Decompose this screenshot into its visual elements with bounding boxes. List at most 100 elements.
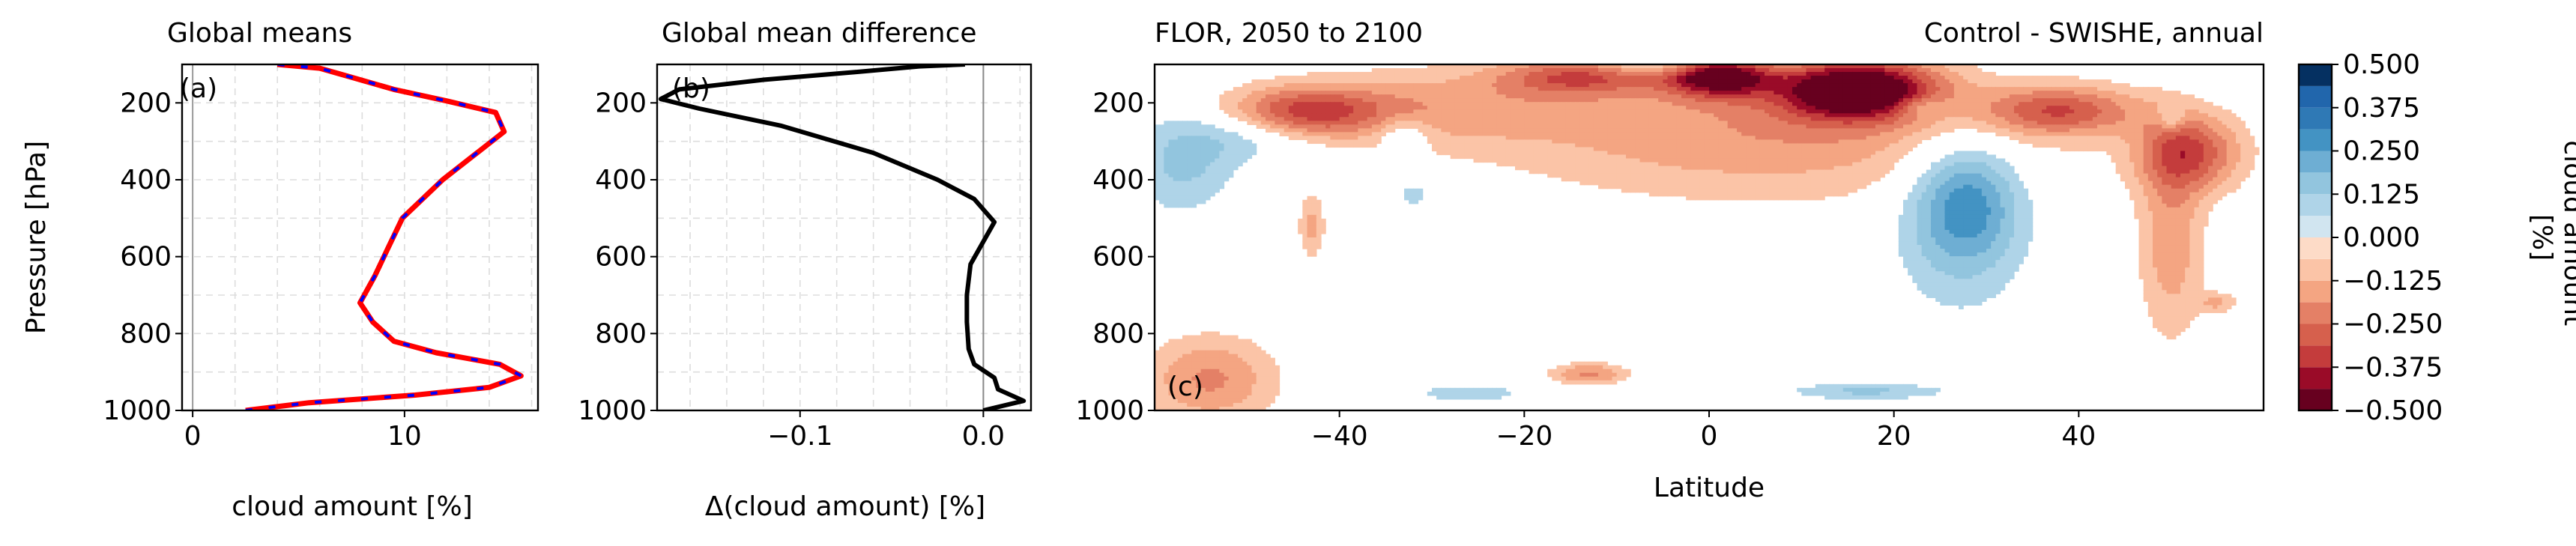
contour-cell: [1343, 109, 1349, 114]
contour-cell: [1565, 109, 1571, 114]
contour-cell: [1714, 87, 1719, 91]
contour-cell: [2240, 124, 2246, 129]
contour-cell: [1644, 76, 1650, 80]
contour-cell: [2069, 102, 2075, 106]
contour-cell: [1986, 91, 1992, 95]
contour-cell: [1926, 64, 1932, 69]
contour-cell: [1603, 143, 1608, 148]
contour-cell: [1367, 121, 1373, 125]
contour-cell: [1727, 79, 1733, 84]
contour-cell: [1469, 121, 1475, 125]
contour-cell: [1159, 147, 1164, 152]
contour-cell: [2231, 154, 2237, 160]
contour-cell: [2175, 94, 2181, 99]
contour-cell: [1833, 76, 1839, 80]
contour-cell: [1829, 79, 1835, 84]
contour-cell: [1635, 143, 1641, 148]
contour-cell: [1224, 151, 1230, 156]
contour-cell: [2014, 87, 2019, 91]
contour-cell: [1233, 109, 1239, 114]
contour-cell: [1353, 87, 1358, 91]
contour-cell: [1524, 124, 1530, 129]
contour-cell: [1579, 121, 1585, 125]
contour-cell: [1349, 106, 1354, 110]
contour-cell: [1630, 68, 1636, 73]
contour-cell: [1275, 83, 1281, 88]
contour-cell: [1806, 117, 1812, 121]
contour-cell: [1917, 106, 1923, 110]
contour-cell: [1302, 121, 1308, 125]
contour-cell: [1196, 147, 1202, 152]
contour-cell: [1473, 151, 1479, 156]
contour-cell: [1658, 98, 1663, 103]
contour-cell: [1454, 94, 1460, 99]
contour-cell: [1806, 132, 1812, 137]
contour-cell: [1529, 87, 1535, 91]
contour-cell: [1547, 128, 1552, 133]
contour-cell: [1552, 128, 1558, 133]
contour-cell: [1251, 91, 1257, 95]
contour-cell: [1810, 94, 1816, 99]
contour-cell: [1293, 106, 1298, 110]
contour-cell: [1686, 106, 1691, 110]
contour-cell: [1173, 121, 1179, 125]
contour-cell: [1381, 91, 1386, 95]
contour-cell: [1593, 121, 1599, 125]
contour-cell: [1603, 136, 1608, 141]
contour-cell: [2078, 117, 2084, 121]
contour-cell: [1570, 139, 1576, 145]
contour-cell: [2051, 102, 2057, 106]
contour-cell: [1815, 139, 1821, 145]
contour-cell: [2023, 87, 2029, 91]
contour-cell: [1607, 76, 1613, 80]
contour-cell: [1293, 79, 1298, 84]
contour-cell: [1284, 87, 1289, 91]
contour-cell: [1612, 154, 1618, 160]
contour-cell: [1247, 109, 1253, 114]
contour-cell: [1381, 132, 1386, 137]
contour-cell: [1690, 109, 1696, 114]
contour-cell: [1801, 87, 1807, 91]
contour-cell: [1765, 76, 1770, 80]
contour-cell: [2147, 109, 2153, 114]
contour-cell: [1898, 94, 1904, 99]
contour-cell: [1547, 117, 1552, 121]
contour-cell: [1959, 91, 1964, 95]
contour-cell: [1266, 94, 1271, 99]
contour-cell: [1510, 154, 1516, 160]
contour-cell: [1875, 117, 1881, 121]
contour-cell: [1339, 113, 1345, 118]
contour-cell: [1607, 83, 1613, 88]
contour-cell: [1349, 136, 1354, 141]
contour-cell: [1732, 64, 1738, 69]
contour-cell: [1977, 79, 1983, 84]
contour-cell: [1977, 102, 1983, 106]
contour-cell: [1399, 87, 1405, 91]
contour-cell: [1944, 72, 1950, 76]
contour-cell: [1288, 83, 1294, 88]
contour-cell: [1778, 113, 1784, 118]
contour-cell: [1648, 64, 1654, 69]
contour-cell: [1714, 154, 1719, 160]
contour-cell: [2143, 132, 2149, 137]
contour-cell: [1866, 91, 1872, 95]
contour-cell: [1926, 132, 1932, 137]
contour-cell: [1797, 147, 1802, 152]
contour-cell: [1579, 113, 1585, 118]
contour-cell: [1242, 83, 1248, 88]
contour-cell: [1723, 124, 1729, 129]
contour-cell: [1889, 121, 1895, 125]
contour-cell: [1889, 68, 1895, 73]
contour-cell: [1524, 147, 1530, 152]
contour-cell: [1820, 64, 1825, 69]
contour-cell: [1584, 87, 1590, 91]
contour-cell: [1515, 139, 1520, 145]
contour-cell: [1533, 121, 1539, 125]
contour-cell: [2194, 128, 2200, 133]
contour-cell: [1168, 158, 1174, 163]
contour-cell: [2032, 98, 2038, 103]
contour-cell: [2078, 87, 2084, 91]
contour-cell: [1256, 124, 1262, 129]
contour-cell: [1889, 139, 1895, 145]
contour-cell: [1977, 121, 1983, 125]
